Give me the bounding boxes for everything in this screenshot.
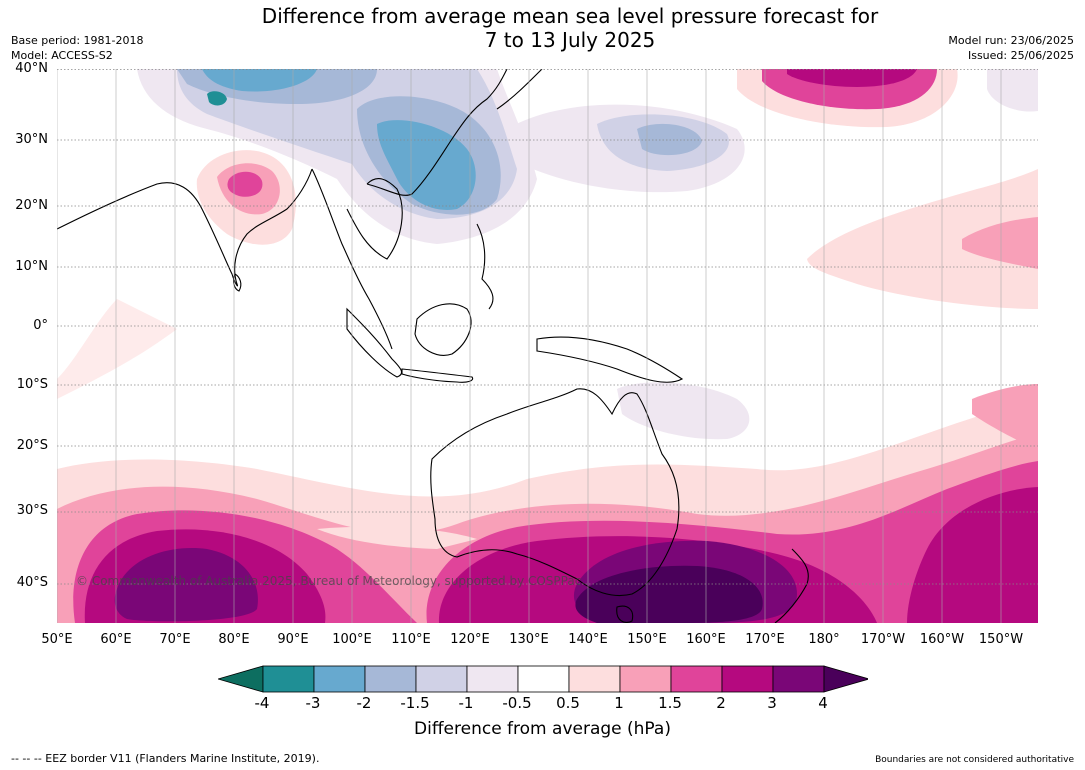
- title-line-2: 7 to 13 July 2025: [484, 28, 656, 52]
- model-name: Model: ACCESS-S2: [11, 49, 113, 62]
- colorbar-label: Difference from average (hPa): [414, 719, 671, 739]
- lon-label: 180°: [808, 632, 840, 647]
- colorbar-extend-low: [216, 665, 264, 693]
- colorbar: [216, 665, 871, 693]
- colorbar-swatch: [568, 665, 621, 693]
- meta-left: Base period: 1981-2018 Model: ACCESS-S2: [11, 33, 143, 63]
- lon-label: 160°E: [686, 632, 726, 647]
- colorbar-swatch: [313, 665, 366, 693]
- lat-label: 30°N: [15, 132, 48, 147]
- model-run: Model run: 23/06/2025: [948, 34, 1074, 47]
- colorbar-svg: [216, 665, 871, 693]
- colorbar-tick: -1.5: [400, 694, 430, 712]
- colorbar-swatch: [619, 665, 672, 693]
- colorbar-extend-high: [823, 665, 871, 693]
- pressure-anomaly-map: [57, 69, 1038, 623]
- lat-label: 30°S: [16, 503, 48, 518]
- lat-label: 40°N: [15, 61, 48, 76]
- disclaimer: Boundaries are not considered authoritat…: [875, 755, 1074, 765]
- colorbar-tick: 1.5: [658, 694, 682, 712]
- base-period: Base period: 1981-2018: [11, 34, 144, 47]
- colorbar-swatch: [517, 665, 570, 693]
- colorbar-tick: -3: [305, 694, 321, 712]
- lat-label: 0°: [33, 318, 48, 333]
- colorbar-swatches: [216, 665, 871, 693]
- lon-label: 50°E: [41, 632, 73, 647]
- lat-label: 20°S: [16, 438, 48, 453]
- lon-label: 60°E: [100, 632, 132, 647]
- meridians: [57, 69, 1002, 623]
- lon-label: 90°E: [277, 632, 309, 647]
- colorbar-tick: 3: [767, 694, 777, 712]
- colorbar-swatch: [262, 665, 315, 693]
- map-title: Difference from average mean sea level p…: [0, 4, 1085, 52]
- colorbar-swatch: [670, 665, 723, 693]
- colorbar-swatch: [772, 665, 825, 693]
- lon-label: 160°W: [919, 632, 965, 647]
- map-canvas: [57, 69, 1038, 623]
- lat-label: 20°N: [15, 198, 48, 213]
- anomaly-contours: [57, 69, 1038, 623]
- colorbar-tick: 0.5: [556, 694, 580, 712]
- issued-date: Issued: 25/06/2025: [967, 49, 1074, 62]
- colorbar-swatch: [364, 665, 417, 693]
- eez-legend: -- -- -- EEZ border V11 (Flanders Marine…: [11, 752, 320, 765]
- lon-label: 70°E: [159, 632, 191, 647]
- colorbar-swatch: [415, 665, 468, 693]
- lon-label: 110°E: [391, 632, 431, 647]
- meta-right: Model run: 23/06/2025 Issued: 25/06/2025: [948, 33, 1074, 63]
- lon-label: 170°E: [745, 632, 785, 647]
- colorbar-swatch: [466, 665, 519, 693]
- colorbar-tick: -1: [458, 694, 474, 712]
- colorbar-tick: -2: [356, 694, 372, 712]
- colorbar-tick: 2: [716, 694, 726, 712]
- colorbar-swatch: [721, 665, 774, 693]
- colorbar-tick: 1: [614, 694, 624, 712]
- lon-label: 150°W: [978, 632, 1024, 647]
- lat-label: 10°N: [15, 259, 48, 274]
- colorbar-tick: -4: [254, 694, 270, 712]
- graticule: [57, 69, 1038, 585]
- title-line-1: Difference from average mean sea level p…: [261, 4, 879, 28]
- lon-label: 100°E: [332, 632, 372, 647]
- lon-label: 150°E: [627, 632, 667, 647]
- copyright-notice: © Commonwealth of Australia 2025, Bureau…: [76, 574, 582, 588]
- lon-label: 140°E: [568, 632, 608, 647]
- lon-label: 130°E: [509, 632, 549, 647]
- land-outlines: [57, 69, 809, 623]
- lon-label: 170°W: [860, 632, 906, 647]
- lat-label: 10°S: [16, 377, 48, 392]
- colorbar-tick: 4: [818, 694, 828, 712]
- lon-label: 80°E: [218, 632, 250, 647]
- colorbar-tick: -0.5: [502, 694, 532, 712]
- lat-label: 40°S: [16, 575, 48, 590]
- lon-label: 120°E: [450, 632, 490, 647]
